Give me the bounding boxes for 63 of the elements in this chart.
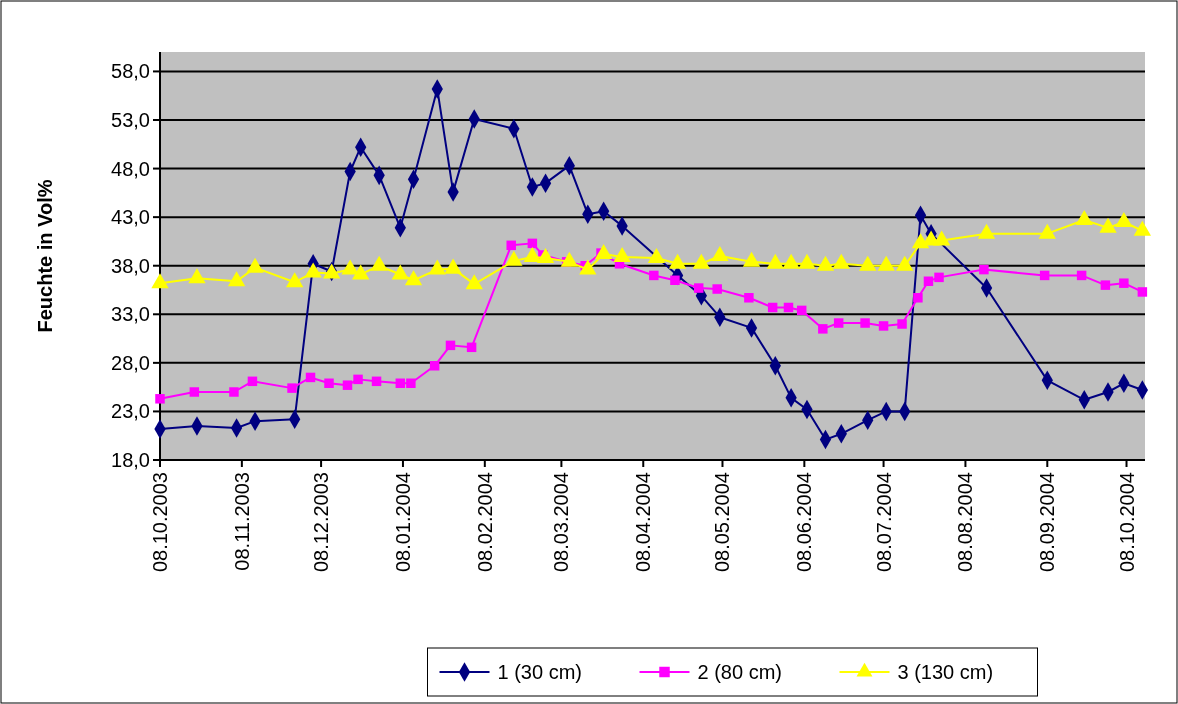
point xyxy=(305,372,316,383)
x-tick-label: 08.09.2004 xyxy=(1036,472,1059,573)
y-tick-label: 48,0 xyxy=(111,157,150,180)
y-tick-label: 43,0 xyxy=(111,206,150,229)
point xyxy=(1100,280,1111,290)
x-tick-label: 08.01.2004 xyxy=(391,472,414,573)
point xyxy=(833,318,844,328)
legend-label: 3 (130 cm) xyxy=(897,661,994,683)
point xyxy=(712,284,722,294)
point xyxy=(897,319,907,329)
point xyxy=(923,276,934,286)
point xyxy=(744,293,754,303)
point xyxy=(353,374,363,385)
point xyxy=(1039,270,1050,281)
point xyxy=(693,283,704,293)
point xyxy=(445,340,456,351)
y-tick-label: 58,0 xyxy=(111,60,150,83)
point xyxy=(466,342,477,353)
x-tick-label: 08.03.2004 xyxy=(550,472,573,573)
x-tick-label: 08.05.2004 xyxy=(711,472,734,573)
x-tick-label: 08.10.2003 xyxy=(149,472,171,573)
point xyxy=(506,240,516,251)
point xyxy=(371,376,382,387)
x-tick-label: 08.10.2004 xyxy=(1115,472,1138,573)
point xyxy=(189,387,200,397)
point xyxy=(1137,287,1148,297)
point xyxy=(324,378,334,388)
point xyxy=(287,383,297,393)
y-tick-label: 23,0 xyxy=(111,400,150,423)
point xyxy=(1119,278,1129,288)
x-tick-label: 08.06.2004 xyxy=(793,472,816,573)
y-tick-label: 28,0 xyxy=(111,351,150,374)
legend-label: 2 (80 cm) xyxy=(697,661,782,683)
x-tick-label: 08.07.2004 xyxy=(872,472,895,573)
point xyxy=(783,302,794,313)
x-tick-label: 08.02.2004 xyxy=(473,472,496,573)
x-tick-label: 08.12.2003 xyxy=(310,472,333,573)
legend-label: 1 (30 cm) xyxy=(497,661,582,683)
point xyxy=(247,376,258,387)
y-tick-label: 53,0 xyxy=(111,109,150,131)
point xyxy=(395,378,406,388)
point xyxy=(878,321,889,331)
y-tick-label: 33,0 xyxy=(111,303,150,326)
point xyxy=(429,361,440,371)
y-axis-title: Feuchte in Vol% xyxy=(34,179,56,333)
point xyxy=(860,318,870,328)
point xyxy=(649,270,659,281)
point xyxy=(342,380,353,390)
point xyxy=(229,387,239,397)
x-tick-label: 08.11.2003 xyxy=(230,472,253,571)
y-tick-label: 18,0 xyxy=(111,449,150,471)
x-tick-label: 08.08.2004 xyxy=(954,472,977,573)
point xyxy=(796,305,807,316)
point xyxy=(155,394,165,404)
point xyxy=(979,264,989,275)
x-tick-label: 08.04.2004 xyxy=(632,472,655,573)
y-tick-label: 38,0 xyxy=(111,254,150,277)
point xyxy=(406,378,416,388)
point xyxy=(913,293,923,303)
point xyxy=(1076,270,1087,281)
point xyxy=(934,272,944,283)
point xyxy=(767,302,778,313)
point xyxy=(818,324,828,334)
